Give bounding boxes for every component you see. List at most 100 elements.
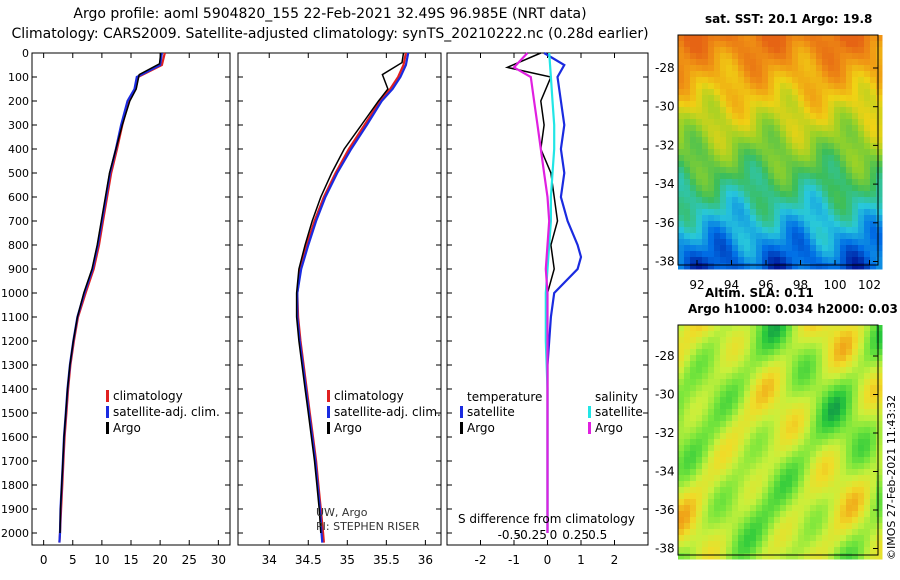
- sst-map-cell: [750, 53, 757, 60]
- sla-map-cell: [684, 541, 691, 548]
- sla-map-cell: [732, 547, 739, 554]
- sla-map-cell: [828, 541, 835, 548]
- sst-map-cell: [828, 143, 835, 150]
- sst-map-cell: [876, 185, 883, 192]
- sla-map-cell: [726, 553, 733, 560]
- sst-map-cell: [780, 155, 787, 162]
- sla-map-cell: [816, 433, 823, 440]
- sla-map-cell: [816, 379, 823, 386]
- sst-map-cell: [678, 107, 685, 114]
- sst-map-cell: [834, 125, 841, 132]
- sst-map-cell: [822, 101, 829, 108]
- sla-map-cell: [786, 475, 793, 482]
- sla-map-cell: [750, 367, 757, 374]
- sla-map-cell: [750, 379, 757, 386]
- sla-map-cell: [678, 421, 685, 428]
- sst-map-cell: [726, 119, 733, 126]
- sst-map-cell: [756, 209, 763, 216]
- sst-map-cell: [756, 95, 763, 102]
- sst-map-cell: [732, 131, 739, 138]
- sla-map-cell: [684, 499, 691, 506]
- sla-map-cell: [768, 379, 775, 386]
- sla-map-cell: [690, 529, 697, 536]
- sla-map-cell: [690, 349, 697, 356]
- sst-map-cell: [816, 251, 823, 258]
- sst-map-cell: [852, 179, 859, 186]
- sst-map-cell: [876, 209, 883, 216]
- sst-map-cell: [744, 203, 751, 210]
- sst-map-cell: [780, 191, 787, 198]
- sla-map-cell: [864, 499, 871, 506]
- sst-map-cell: [870, 137, 877, 144]
- series-line: [58, 52, 166, 543]
- sla-map-cell: [762, 445, 769, 452]
- sst-map-cell: [828, 179, 835, 186]
- sla-map-cell: [780, 511, 787, 518]
- sst-map-cell: [846, 89, 853, 96]
- sst-map-cell: [720, 53, 727, 60]
- sla-map-cell: [684, 385, 691, 392]
- sla-map-cell: [702, 553, 709, 560]
- sla-map-cell: [816, 385, 823, 392]
- sst-map-cell: [834, 53, 841, 60]
- sst-map-cell: [816, 59, 823, 66]
- sla-map-cell: [840, 487, 847, 494]
- sst-map-cell: [816, 131, 823, 138]
- sst-map-cell: [726, 155, 733, 162]
- sla-map-cell: [762, 469, 769, 476]
- sla-map-cell: [702, 511, 709, 518]
- sst-map-cell: [696, 107, 703, 114]
- sla-map-cell: [678, 475, 685, 482]
- sst-map-cell: [846, 65, 853, 72]
- sst-map-cell: [678, 173, 685, 180]
- sst-map-cell: [852, 227, 859, 234]
- sla-map-cell: [840, 511, 847, 518]
- sst-map-cell: [822, 131, 829, 138]
- sst-map-cell: [714, 215, 721, 222]
- sla-map-cell: [780, 493, 787, 500]
- sla-map-cell: [732, 505, 739, 512]
- sst-map-cell: [798, 65, 805, 72]
- sst-map-cell: [756, 215, 763, 222]
- sla-map-cell: [714, 475, 721, 482]
- sla-map-cell: [876, 517, 883, 524]
- sla-map-cell: [786, 487, 793, 494]
- sla-map-cell: [750, 529, 757, 536]
- sst-map-cell: [876, 83, 883, 90]
- sst-map-cell: [864, 71, 871, 78]
- sla-map-cell: [762, 421, 769, 428]
- sla-map-cell: [846, 475, 853, 482]
- sst-map-cell: [804, 77, 811, 84]
- sst-map-cell: [870, 173, 877, 180]
- sla-map-cell: [756, 505, 763, 512]
- sst-map-cell: [714, 59, 721, 66]
- sla-map-cell: [744, 385, 751, 392]
- x-tick-label: -2: [475, 553, 487, 567]
- sst-map-cell: [876, 35, 883, 42]
- sst-map-cell: [756, 41, 763, 48]
- sst-map-cell: [684, 233, 691, 240]
- sla-map-cell: [720, 445, 727, 452]
- sla-map-cell: [798, 517, 805, 524]
- sla-map-cell: [738, 475, 745, 482]
- imos-timestamp: ©IMOS 27-Feb-2021 11:43:32: [885, 394, 898, 560]
- sst-map-cell: [828, 203, 835, 210]
- sst-map-cell: [762, 35, 769, 42]
- sla-map-cell: [792, 541, 799, 548]
- sla-map-cell: [870, 505, 877, 512]
- sla-map-cell: [750, 469, 757, 476]
- sla-map-cell: [762, 493, 769, 500]
- sla-map-cell: [846, 373, 853, 380]
- sst-map-cell: [696, 137, 703, 144]
- sla-map-cell: [762, 331, 769, 338]
- sst-map-cell: [768, 191, 775, 198]
- sst-map-cell: [726, 77, 733, 84]
- sst-map-cell: [738, 71, 745, 78]
- sst-map-cell: [750, 239, 757, 246]
- sst-map-cell: [732, 251, 739, 258]
- sst-map-cell: [804, 155, 811, 162]
- sla-map-cell: [720, 403, 727, 410]
- sla-map-cell: [696, 373, 703, 380]
- sla-map-cell: [798, 421, 805, 428]
- sst-map-cell: [816, 185, 823, 192]
